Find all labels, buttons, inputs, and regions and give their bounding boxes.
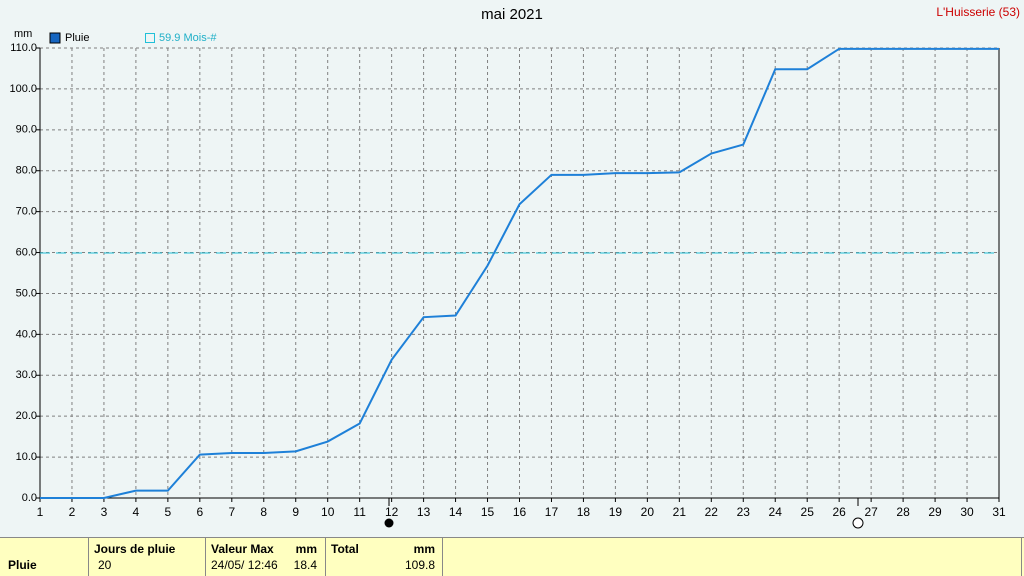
x-tick-label: 3 (101, 505, 108, 519)
footer-date: 24/05/ 12:46 (211, 558, 278, 572)
y-tick-label: 10.0 (16, 451, 37, 463)
x-tick-label: 8 (260, 505, 267, 519)
footer-lines (0, 537, 1024, 576)
x-tick-label: 18 (577, 505, 591, 519)
footer-value: 18.4 (294, 558, 318, 572)
x-tick-label: 25 (801, 505, 815, 519)
x-tick-label: 20 (641, 505, 655, 519)
chart-title: mai 2021 (481, 6, 543, 23)
y-tick-label: 110.0 (10, 42, 37, 54)
y-axis-label: mm (14, 28, 32, 40)
y-tick-label: 0.0 (22, 492, 37, 504)
station-name: L'Huisserie (53) (936, 5, 1020, 19)
x-tick-label: 10 (321, 505, 335, 519)
footer-row-label: Pluie (8, 558, 37, 572)
footer-value: 20 (98, 558, 112, 572)
y-tick-label: 40.0 (16, 328, 37, 340)
x-tick-label: 23 (737, 505, 751, 519)
x-tick-label: 16 (513, 505, 527, 519)
x-tick-label: 24 (769, 505, 783, 519)
y-tick-label: 90.0 (16, 124, 37, 136)
y-tick-label: 60.0 (16, 246, 37, 258)
x-tick-label: 5 (165, 505, 172, 519)
x-tick-label: 11 (353, 505, 366, 519)
x-tick-label: 22 (705, 505, 719, 519)
x-tick-label: 28 (896, 505, 910, 519)
legend-swatch (49, 32, 61, 44)
y-tick-label: 70.0 (16, 206, 37, 218)
footer-unit: mm (296, 542, 317, 556)
x-tick-label: 1 (37, 505, 44, 519)
x-tick-label: 13 (417, 505, 431, 519)
y-tick-label: 30.0 (16, 369, 37, 381)
x-tick-label: 12 (385, 505, 399, 519)
y-tick-label: 100.0 (9, 83, 37, 95)
x-tick-label: 17 (545, 505, 559, 519)
x-tick-label: 15 (481, 505, 495, 519)
x-tick-label: 9 (292, 505, 299, 519)
moon-new (852, 517, 864, 529)
x-tick-label: 19 (609, 505, 623, 519)
x-tick-label: 31 (992, 505, 1006, 519)
footer-header: Total (331, 542, 359, 556)
y-tick-label: 20.0 (16, 410, 37, 422)
x-tick-label: 6 (196, 505, 203, 519)
x-tick-label: 21 (673, 505, 687, 519)
footer-header: Jours de pluie (94, 542, 176, 556)
y-tick-label: 80.0 (16, 165, 37, 177)
x-tick-label: 4 (133, 505, 140, 519)
x-tick-label: 14 (449, 505, 463, 519)
y-tick-label: 50.0 (16, 287, 37, 299)
x-tick-label: 26 (832, 505, 846, 519)
legend-label: Pluie (65, 32, 89, 44)
footer-header: Valeur Max (211, 542, 274, 556)
footer (0, 537, 1024, 576)
x-tick-label: 30 (960, 505, 974, 519)
footer-unit: mm (414, 542, 435, 556)
x-tick-label: 7 (228, 505, 235, 519)
legend-label-reference: 59.9 Mois-# (159, 32, 217, 44)
legend-swatch-reference (145, 33, 155, 43)
moon-full (384, 518, 394, 528)
footer-value: 109.8 (405, 558, 435, 572)
x-tick-label: 2 (69, 505, 76, 519)
rain-line (40, 47, 999, 499)
x-tick-label: 29 (928, 505, 942, 519)
x-tick-label: 27 (864, 505, 878, 519)
